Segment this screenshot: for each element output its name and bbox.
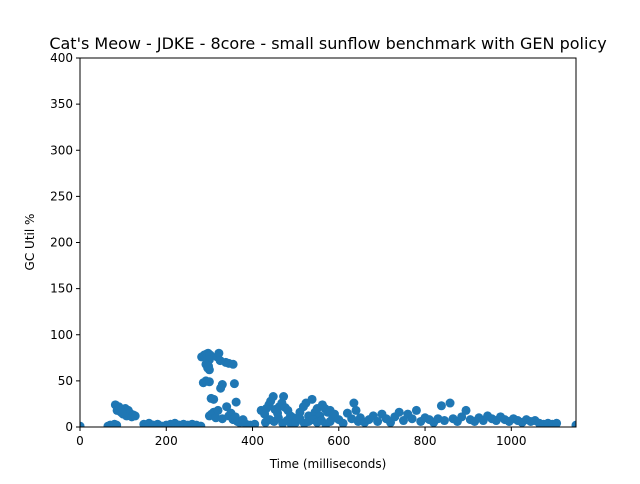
y-tick-label: 350 [50, 97, 73, 111]
data-point [338, 418, 348, 427]
y-tick-label: 50 [58, 374, 73, 388]
data-point [117, 408, 127, 418]
x-tick-label: 400 [241, 434, 264, 448]
data-point [209, 394, 219, 404]
x-axis-label: Time (milliseconds) [269, 457, 387, 471]
y-tick-label: 300 [50, 143, 73, 157]
x-axis: 0 200 400 600 800 1000 [76, 427, 527, 448]
data-point [439, 416, 449, 426]
data-point [196, 421, 206, 427]
x-tick-label: 800 [414, 434, 437, 448]
data-point [571, 420, 576, 427]
data-point [130, 411, 140, 421]
data-point [213, 405, 223, 415]
data-point [461, 405, 471, 415]
data-point [80, 421, 85, 427]
data-point [250, 419, 260, 427]
x-tick-label: 1000 [496, 434, 527, 448]
x-tick-label: 600 [327, 434, 350, 448]
data-point [457, 412, 467, 422]
data-point [307, 394, 317, 404]
y-axis: 0 50 100 150 200 250 300 350 400 [50, 51, 80, 434]
points-layer [80, 348, 576, 427]
data-point [204, 361, 214, 371]
data-point [216, 383, 226, 393]
data-point [394, 407, 404, 417]
data-point [268, 392, 278, 402]
data-point [373, 416, 383, 426]
data-point [398, 416, 408, 426]
y-tick-label: 150 [50, 282, 73, 296]
data-point [112, 420, 122, 427]
data-point [351, 405, 361, 415]
data-point [407, 414, 417, 424]
y-tick-label: 0 [65, 420, 73, 434]
y-tick-label: 250 [50, 189, 73, 203]
data-point [349, 398, 359, 408]
y-axis-label: GC Util % [23, 214, 37, 271]
data-point [325, 416, 335, 426]
y-tick-label: 200 [50, 236, 73, 250]
chart-title: Cat's Meow - JDKE - 8core - small sunflo… [49, 34, 606, 53]
x-tick-label: 200 [155, 434, 178, 448]
data-point [229, 379, 239, 389]
x-tick-label: 0 [76, 434, 84, 448]
y-tick-label: 400 [50, 51, 73, 65]
data-point [214, 348, 224, 358]
data-point [411, 405, 421, 415]
data-point [204, 377, 214, 387]
data-point [231, 397, 241, 407]
y-tick-label: 100 [50, 328, 73, 342]
data-point [222, 402, 232, 412]
data-point [279, 392, 289, 402]
data-point [552, 418, 562, 427]
data-point [228, 359, 238, 369]
data-point [436, 401, 446, 411]
data-point [445, 398, 455, 408]
